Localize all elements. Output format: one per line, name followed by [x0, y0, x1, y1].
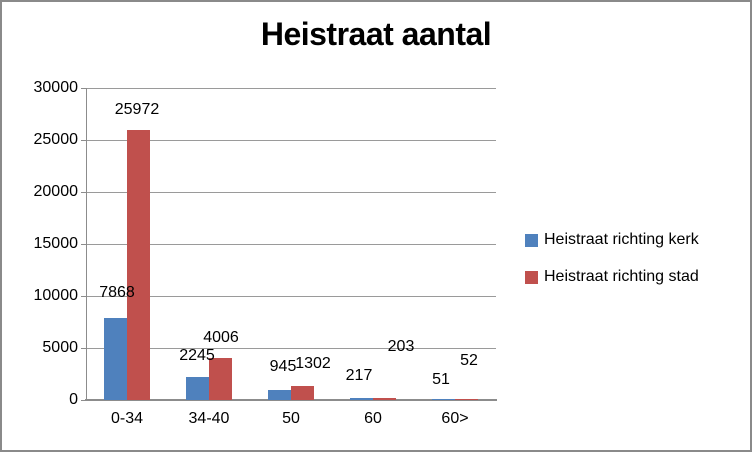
ytick-mark-15000	[81, 244, 86, 245]
xtick-label-0-34: 0-34	[110, 410, 144, 427]
data-label-stad-60>: 52	[460, 352, 478, 369]
xtick-label-60: 60	[364, 410, 382, 427]
legend-label-stad: Heistraat richting stad	[544, 268, 699, 285]
bar-stad-34-40	[209, 358, 232, 400]
ytick-mark-5000	[81, 348, 86, 349]
x-axis-line	[85, 399, 497, 401]
data-label-kerk-34-40: 2245	[179, 347, 215, 364]
legend-item-kerk: Heistraat richting kerk	[525, 228, 699, 252]
data-label-kerk-0-34: 7868	[99, 284, 135, 301]
ytick-label-0: 0	[69, 391, 78, 408]
data-label-stad-0-34: 25972	[114, 101, 160, 118]
bar-stad-0-34	[127, 130, 150, 400]
bar-stad-60	[373, 398, 396, 400]
gridline-25000	[86, 140, 496, 141]
data-label-kerk-60>: 51	[432, 371, 450, 388]
ytick-mark-0	[81, 400, 86, 401]
gridline-30000	[86, 88, 496, 89]
legend-swatch-kerk-icon	[525, 233, 538, 247]
ytick-mark-25000	[81, 140, 86, 141]
gridline-20000	[86, 192, 496, 193]
xtick-label-34-40: 34-40	[188, 410, 230, 427]
data-label-stad-50: 1302	[295, 355, 331, 372]
xtick-label-60>: 60>	[441, 410, 469, 427]
bar-kerk-34-40	[186, 377, 209, 400]
gridline-15000	[86, 244, 496, 245]
bar-kerk-0-34	[104, 318, 127, 400]
bar-stad-60>	[455, 399, 478, 400]
y-axis-line	[86, 88, 87, 400]
ytick-label-25000: 25000	[33, 131, 79, 148]
legend-label-kerk: Heistraat richting kerk	[544, 231, 699, 248]
chart-title: Heistraat aantal	[260, 16, 492, 52]
ytick-label-10000: 10000	[33, 287, 79, 304]
xtick-label-50: 50	[282, 410, 300, 427]
legend-item-stad: Heistraat richting stad	[525, 265, 699, 289]
ytick-label-20000: 20000	[33, 183, 79, 200]
legend: Heistraat richting kerk Heistraat richti…	[525, 228, 699, 302]
data-label-stad-60: 203	[387, 338, 415, 355]
legend-swatch-stad-icon	[525, 270, 538, 284]
ytick-label-30000: 30000	[33, 79, 79, 96]
ytick-mark-10000	[81, 296, 86, 297]
data-label-kerk-60: 217	[345, 367, 373, 384]
data-label-stad-34-40: 4006	[203, 329, 239, 346]
bar-stad-50	[291, 386, 314, 400]
data-label-kerk-50: 945	[269, 358, 297, 375]
bar-kerk-50	[268, 390, 291, 400]
bar-kerk-60>	[432, 399, 455, 400]
ytick-label-5000: 5000	[42, 339, 78, 356]
bar-kerk-60	[350, 398, 373, 400]
ytick-mark-20000	[81, 192, 86, 193]
gridline-10000	[86, 296, 496, 297]
ytick-mark-30000	[81, 88, 86, 89]
ytick-label-15000: 15000	[33, 235, 79, 252]
gridline-5000	[86, 348, 496, 349]
